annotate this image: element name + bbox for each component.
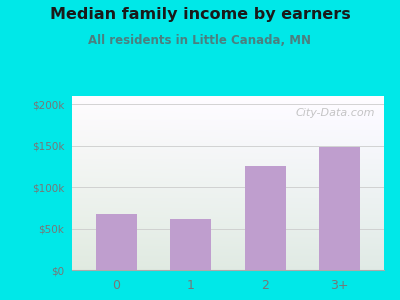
Bar — [245, 167, 286, 270]
Bar — [96, 214, 137, 270]
Text: City-Data.com: City-Data.com — [295, 108, 375, 118]
Bar — [319, 147, 360, 270]
Bar — [170, 219, 211, 270]
Text: All residents in Little Canada, MN: All residents in Little Canada, MN — [88, 34, 312, 47]
Text: Median family income by earners: Median family income by earners — [50, 8, 350, 22]
